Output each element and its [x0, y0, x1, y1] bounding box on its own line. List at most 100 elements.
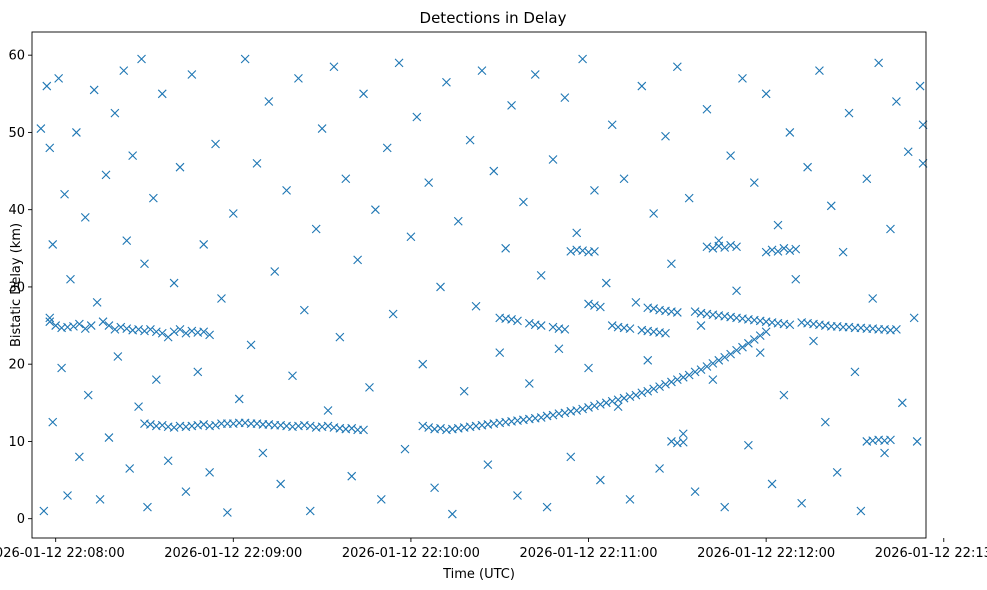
data-point — [305, 506, 315, 516]
data-point — [169, 278, 179, 288]
data-point — [607, 120, 617, 130]
data-point — [294, 73, 303, 83]
data-point — [767, 479, 777, 489]
y-axis-ticks: 0 10 20 30 40 50 60 — [8, 49, 32, 527]
data-point — [726, 151, 736, 160]
data-point — [732, 286, 741, 296]
data-point — [590, 401, 599, 411]
data-point — [211, 139, 220, 149]
data-point — [738, 73, 747, 83]
data-point — [60, 189, 69, 199]
data-point — [672, 375, 682, 385]
data-point — [371, 205, 380, 215]
data-point — [892, 325, 901, 334]
data-point — [211, 420, 220, 430]
data-point — [661, 131, 670, 141]
data-point — [702, 242, 712, 252]
y-tick-label: 40 — [8, 203, 25, 218]
data-point — [240, 54, 250, 64]
data-point — [258, 448, 268, 458]
x-axis-label: Time (UTC) — [442, 567, 515, 582]
y-tick-label: 30 — [8, 280, 25, 295]
data-point — [595, 475, 605, 485]
data-point — [347, 423, 357, 433]
data-point — [856, 506, 866, 516]
data-point — [418, 421, 428, 431]
data-point — [122, 324, 132, 334]
data-point — [714, 355, 724, 365]
data-point — [524, 379, 534, 388]
data-point — [217, 294, 226, 303]
data-point — [276, 479, 286, 489]
data-point — [140, 326, 149, 336]
data-point — [732, 345, 741, 355]
chart-title: Detections in Delay — [420, 9, 567, 27]
data-point — [66, 274, 75, 284]
data-point — [590, 185, 599, 195]
data-point — [613, 395, 623, 405]
data-point — [785, 246, 795, 256]
data-point — [708, 375, 718, 385]
data-point — [365, 382, 374, 392]
data-point — [199, 327, 209, 337]
data-point — [113, 352, 123, 361]
data-point — [205, 330, 215, 340]
data-point — [359, 425, 368, 435]
data-point — [761, 327, 771, 337]
data-point — [228, 209, 238, 218]
data-point — [619, 174, 629, 184]
data-point — [359, 89, 368, 99]
data-point — [702, 104, 712, 114]
data-point — [406, 232, 416, 242]
data-point — [465, 135, 475, 145]
data-point — [590, 247, 599, 256]
data-point — [595, 399, 605, 409]
data-point — [36, 124, 46, 133]
data-point — [442, 77, 451, 87]
data-point — [578, 404, 587, 414]
data-point — [335, 332, 345, 342]
data-point — [684, 370, 694, 380]
data-point — [169, 423, 179, 432]
data-point — [880, 448, 889, 458]
data-point — [536, 413, 546, 422]
data-point — [436, 282, 445, 292]
data-points — [36, 54, 928, 519]
data-point — [714, 241, 724, 251]
data-point — [205, 467, 215, 477]
data-point — [536, 270, 546, 280]
data-point — [619, 393, 629, 403]
data-point — [54, 73, 64, 83]
data-point — [649, 304, 659, 313]
data-point — [661, 379, 670, 389]
data-point — [63, 491, 72, 500]
data-point — [353, 255, 363, 265]
x-tick-label: 2026-01-12 22:09:00 — [164, 546, 302, 561]
data-point — [601, 278, 611, 288]
data-point — [761, 247, 771, 257]
data-point — [119, 66, 129, 76]
data-point — [696, 321, 706, 330]
data-point — [513, 316, 522, 326]
data-point — [86, 321, 96, 330]
data-point — [743, 338, 753, 348]
data-point — [667, 377, 676, 387]
data-point — [134, 325, 143, 334]
data-point — [690, 487, 700, 497]
data-point — [690, 367, 700, 377]
data-point — [151, 327, 161, 337]
data-point — [447, 509, 457, 519]
data-point — [501, 243, 511, 253]
data-point — [252, 158, 262, 168]
data-point — [643, 386, 653, 396]
data-point — [755, 331, 765, 340]
data-point — [157, 420, 167, 430]
data-point — [507, 314, 516, 324]
data-point — [684, 193, 694, 203]
data-point — [48, 240, 58, 249]
data-point — [886, 224, 895, 234]
data-point — [513, 491, 522, 500]
data-point — [305, 421, 315, 431]
data-point — [323, 406, 333, 415]
data-point — [175, 162, 185, 172]
